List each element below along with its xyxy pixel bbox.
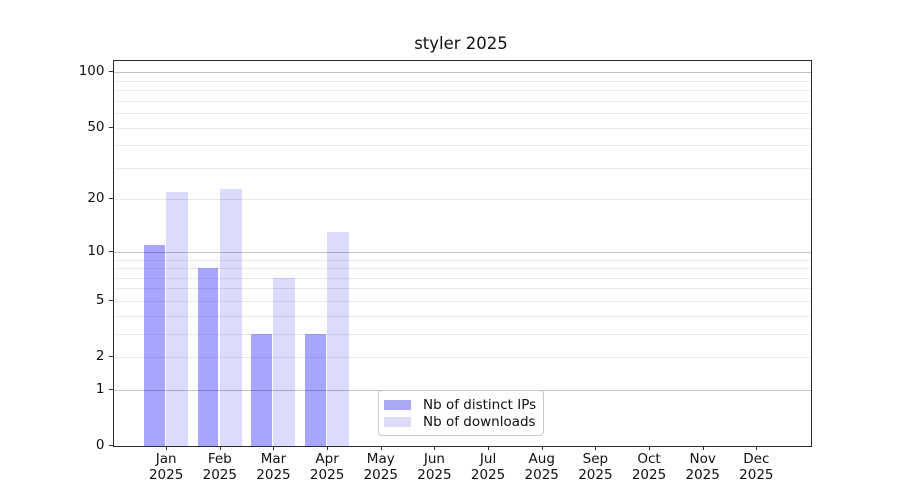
- x-tick-year-oct: 2025: [631, 467, 667, 483]
- chart-title: styler 2025: [414, 34, 508, 53]
- minor-gridline-20: [113, 199, 811, 201]
- legend-item-distinct-ips: Nb of distinct IPs: [384, 396, 537, 413]
- minor-gridline-3: [113, 333, 811, 335]
- bar-mar-distinct-ips: [251, 333, 273, 446]
- plot-area: [112, 60, 812, 447]
- x-tick-mark-jun: [434, 446, 436, 450]
- minor-gridline-4: [113, 315, 811, 317]
- x-tick-year-aug: 2025: [524, 467, 559, 483]
- x-tick-year-apr: 2025: [309, 467, 345, 483]
- bar-feb-downloads: [219, 188, 242, 446]
- x-tick-mark-jul: [488, 446, 490, 450]
- x-tick-label-dec: Dec 2025: [726, 451, 786, 483]
- x-tick-label-oct: Oct 2025: [619, 451, 679, 483]
- bar-apr-distinct-ips: [304, 333, 326, 446]
- x-tick-label-aug: Aug 2025: [512, 451, 572, 483]
- y-tick-label-5: 5: [95, 291, 105, 308]
- x-tick-mark-may: [380, 446, 382, 450]
- y-tick-mark-5: [108, 299, 113, 301]
- x-tick-year-dec: 2025: [739, 467, 774, 483]
- y-tick-label-1: 1: [95, 380, 105, 397]
- x-tick-mark-apr: [327, 446, 329, 450]
- minor-gridline-8: [113, 268, 811, 270]
- major-gridline-100: [113, 72, 811, 74]
- x-tick-year-jan: 2025: [148, 467, 184, 483]
- minor-gridline-80: [113, 90, 811, 92]
- bar-feb-distinct-ips: [197, 268, 219, 446]
- x-tick-label-sep: Sep 2025: [565, 451, 625, 483]
- bar-mar-downloads: [273, 277, 296, 446]
- minor-gridline-60: [113, 113, 811, 115]
- x-tick-label-feb: Feb 2025: [190, 451, 250, 483]
- y-tick-mark-1: [108, 388, 113, 390]
- x-tick-mark-feb: [219, 446, 221, 450]
- minor-gridline-70: [113, 100, 811, 102]
- x-tick-year-may: 2025: [363, 467, 398, 483]
- minor-gridline-6: [113, 288, 811, 290]
- x-tick-label-apr: Apr 2025: [297, 451, 357, 483]
- minor-gridline-50: [113, 127, 811, 129]
- y-tick-mark-10: [108, 250, 113, 252]
- legend-item-downloads: Nb of downloads: [384, 413, 536, 430]
- minor-gridline-40: [113, 145, 811, 147]
- minor-gridline-2: [113, 357, 811, 359]
- x-tick-mark-jan: [166, 446, 168, 450]
- major-gridline-10: [113, 251, 811, 253]
- y-tick-mark-100: [108, 71, 113, 73]
- y-tick-mark-0: [108, 445, 113, 446]
- x-tick-label-mar: Mar 2025: [243, 451, 303, 483]
- x-tick-mark-sep: [595, 446, 597, 450]
- minor-gridline-5: [113, 300, 811, 302]
- x-tick-mark-oct: [649, 446, 651, 450]
- legend-label-downloads: Nb of downloads: [423, 413, 536, 430]
- y-tick-label-0: 0: [95, 437, 105, 453]
- y-tick-label-20: 20: [87, 190, 105, 207]
- x-tick-year-mar: 2025: [256, 467, 291, 483]
- y-tick-mark-50: [108, 126, 113, 128]
- x-tick-year-jul: 2025: [470, 467, 506, 483]
- x-tick-year-feb: 2025: [202, 467, 237, 483]
- x-tick-label-jun: Jun 2025: [404, 451, 464, 483]
- x-tick-year-jun: 2025: [417, 467, 452, 483]
- minor-gridline-30: [113, 167, 811, 169]
- y-tick-label-2: 2: [95, 348, 105, 365]
- bar-jan-downloads: [166, 192, 188, 446]
- x-tick-year-nov: 2025: [685, 467, 720, 483]
- legend-swatch-downloads: [384, 416, 411, 427]
- x-tick-label-nov: Nov 2025: [673, 451, 733, 483]
- x-tick-label-jul: Jul 2025: [458, 451, 518, 483]
- minor-gridline-9: [113, 259, 811, 261]
- y-tick-label-100: 100: [78, 63, 105, 80]
- x-tick-label-may: May 2025: [351, 451, 411, 483]
- legend-label-distinct-ips: Nb of distinct IPs: [423, 396, 537, 413]
- x-tick-year-sep: 2025: [578, 467, 613, 483]
- x-tick-mark-dec: [756, 446, 758, 450]
- minor-gridline-90: [113, 80, 811, 82]
- y-tick-label-50: 50: [87, 118, 105, 135]
- legend: Nb of distinct IPs Nb of downloads: [378, 390, 544, 436]
- bar-apr-downloads: [327, 232, 349, 446]
- x-tick-mark-mar: [273, 446, 275, 450]
- x-tick-mark-aug: [541, 446, 543, 450]
- y-tick-label-10: 10: [87, 242, 105, 259]
- x-tick-label-jan: Jan 2025: [136, 451, 196, 483]
- y-tick-mark-2: [108, 356, 113, 358]
- minor-gridline-7: [113, 277, 811, 279]
- bar-jan-distinct-ips: [143, 244, 165, 446]
- y-tick-mark-20: [108, 198, 113, 200]
- x-tick-mark-nov: [702, 446, 704, 450]
- legend-swatch-distinct-ips: [384, 399, 411, 410]
